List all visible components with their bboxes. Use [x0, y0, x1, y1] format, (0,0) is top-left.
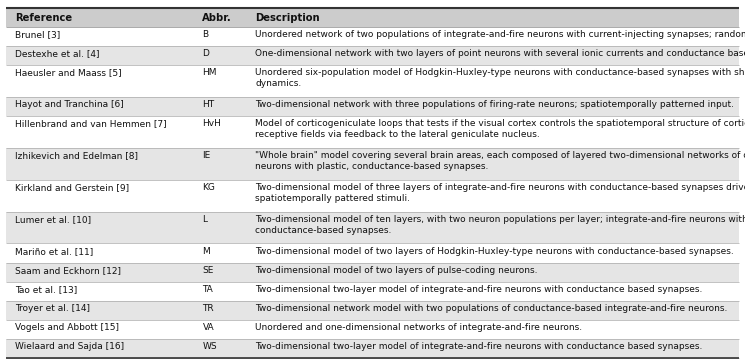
- Text: One-dimensional network with two layers of point neurons with several ionic curr: One-dimensional network with two layers …: [256, 49, 745, 58]
- Text: Mariño et al. [11]: Mariño et al. [11]: [15, 247, 93, 256]
- Text: Brunel [3]: Brunel [3]: [15, 30, 60, 39]
- Text: Abbr.: Abbr.: [203, 13, 232, 22]
- Bar: [6, 46, 739, 65]
- Text: Two-dimensional two-layer model of integrate-and-fire neurons with conductance b: Two-dimensional two-layer model of integ…: [256, 285, 703, 294]
- Text: Saam and Eckhorn [12]: Saam and Eckhorn [12]: [15, 266, 121, 275]
- Text: Tao et al. [13]: Tao et al. [13]: [15, 285, 77, 294]
- Bar: [6, 148, 739, 180]
- Text: Two-dimensional model of three layers of integrate-and-fire neurons with conduct: Two-dimensional model of three layers of…: [256, 183, 745, 203]
- Text: SE: SE: [203, 266, 214, 275]
- Text: B: B: [203, 30, 209, 39]
- Bar: [6, 65, 739, 97]
- Text: Description: Description: [256, 13, 320, 22]
- Bar: [6, 320, 739, 339]
- Text: Two-dimensional two-layer model of integrate-and-fire neurons with conductance b: Two-dimensional two-layer model of integ…: [256, 342, 703, 351]
- Text: WS: WS: [203, 342, 217, 351]
- Bar: [6, 244, 739, 262]
- Text: D: D: [203, 49, 209, 58]
- Text: Wielaard and Sajda [16]: Wielaard and Sajda [16]: [15, 342, 124, 351]
- Text: HT: HT: [203, 100, 215, 109]
- Text: Model of corticogeniculate loops that tests if the visual cortex controls the sp: Model of corticogeniculate loops that te…: [256, 119, 745, 139]
- Text: Reference: Reference: [15, 13, 72, 22]
- Bar: [6, 339, 739, 358]
- Bar: [6, 301, 739, 320]
- Text: Unordered network of two populations of integrate-and-fire neurons with current-: Unordered network of two populations of …: [256, 30, 745, 39]
- Text: Two-dimensional model of two layers of Hodgkin-Huxley-type neurons with conducta: Two-dimensional model of two layers of H…: [256, 247, 734, 256]
- Text: Lumer et al. [10]: Lumer et al. [10]: [15, 215, 91, 224]
- Text: Destexhe et al. [4]: Destexhe et al. [4]: [15, 49, 99, 58]
- Text: Hillenbrand and van Hemmen [7]: Hillenbrand and van Hemmen [7]: [15, 119, 166, 129]
- Text: Two-dimensional network model with two populations of conductance-based integrat: Two-dimensional network model with two p…: [256, 304, 728, 313]
- Bar: [6, 262, 739, 282]
- Text: Two-dimensional model of ten layers, with two neuron populations per layer; inte: Two-dimensional model of ten layers, wit…: [256, 215, 745, 235]
- Bar: [6, 282, 739, 301]
- Text: Hayot and Tranchina [6]: Hayot and Tranchina [6]: [15, 100, 124, 109]
- Text: "Whole brain" model covering several brain areas, each composed of layered two-d: "Whole brain" model covering several bra…: [256, 151, 745, 171]
- Text: IE: IE: [203, 151, 211, 160]
- Text: TR: TR: [203, 304, 214, 313]
- Bar: [6, 97, 739, 116]
- Text: Kirkland and Gerstein [9]: Kirkland and Gerstein [9]: [15, 183, 129, 192]
- Text: KG: KG: [203, 183, 215, 192]
- Bar: [6, 8, 739, 27]
- Text: Izhikevich and Edelman [8]: Izhikevich and Edelman [8]: [15, 151, 138, 160]
- Text: Haeusler and Maass [5]: Haeusler and Maass [5]: [15, 68, 121, 77]
- Bar: [6, 180, 739, 212]
- Text: HM: HM: [203, 68, 217, 77]
- Text: L: L: [203, 215, 207, 224]
- Text: TA: TA: [203, 285, 213, 294]
- Text: Two-dimensional model of two layers of pulse-coding neurons.: Two-dimensional model of two layers of p…: [256, 266, 538, 275]
- Bar: [6, 212, 739, 244]
- Bar: [6, 116, 739, 148]
- Text: HvH: HvH: [203, 119, 221, 129]
- Text: Unordered six-population model of Hodgkin-Huxley-type neurons with conductance-b: Unordered six-population model of Hodgki…: [256, 68, 745, 88]
- Text: Two-dimensional network with three populations of firing-rate neurons; spatiotem: Two-dimensional network with three popul…: [256, 100, 735, 109]
- Text: VA: VA: [203, 323, 214, 332]
- Bar: [6, 27, 739, 46]
- Text: Troyer et al. [14]: Troyer et al. [14]: [15, 304, 90, 313]
- Text: M: M: [203, 247, 210, 256]
- Text: Vogels and Abbott [15]: Vogels and Abbott [15]: [15, 323, 118, 332]
- Text: Unordered and one-dimensional networks of integrate-and-fire neurons.: Unordered and one-dimensional networks o…: [256, 323, 583, 332]
